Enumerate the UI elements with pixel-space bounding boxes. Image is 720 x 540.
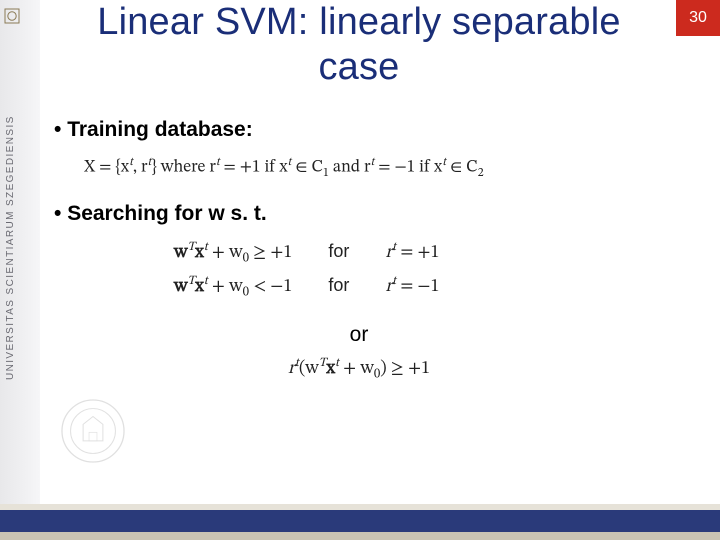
side-strip: UNIVERSITAS SCIENTIARUM SZEGEDIENSIS (0, 0, 40, 540)
slide-title: Linear SVM: linearly separable case (54, 0, 664, 90)
slide-content: • Training database: X = {xt, rt} where … (54, 118, 664, 384)
footer-bars (0, 504, 720, 540)
bullet-training-db: • Training database: (54, 118, 664, 142)
bullet-searching: • Searching for w s. t. (54, 202, 664, 226)
bullet-1-text: Training database: (67, 118, 253, 141)
university-name: UNIVERSITAS SCIENTIARUM SZEGEDIENSIS (5, 0, 16, 380)
bullet-2-text: Searching for w s. t. (67, 202, 267, 225)
page-number-badge: 30 (676, 0, 720, 36)
constraint-row-1: wTxt + w0 ≥ +1 for rt = +1 (174, 236, 664, 271)
equation-combined: rt(wTxt + w0) ≥ +1 (54, 355, 664, 384)
slide: UNIVERSITAS SCIENTIARUM SZEGEDIENSIS 30 … (0, 0, 720, 540)
university-seal-icon (60, 398, 126, 464)
footer-bar-bottom (0, 532, 720, 540)
page-number: 30 (689, 9, 707, 27)
equation-constraints: wTxt + w0 ≥ +1 for rt = +1 wTxt + w0 < −… (174, 236, 664, 305)
constraint-row-2: wTxt + w0 < −1 for rt = −1 (174, 270, 664, 305)
or-separator: or (54, 323, 664, 347)
equation-training-db: X = {xt, rt} where rt = +1 if xt ∈ C1 an… (84, 152, 664, 184)
footer-bar-mid (0, 510, 720, 532)
